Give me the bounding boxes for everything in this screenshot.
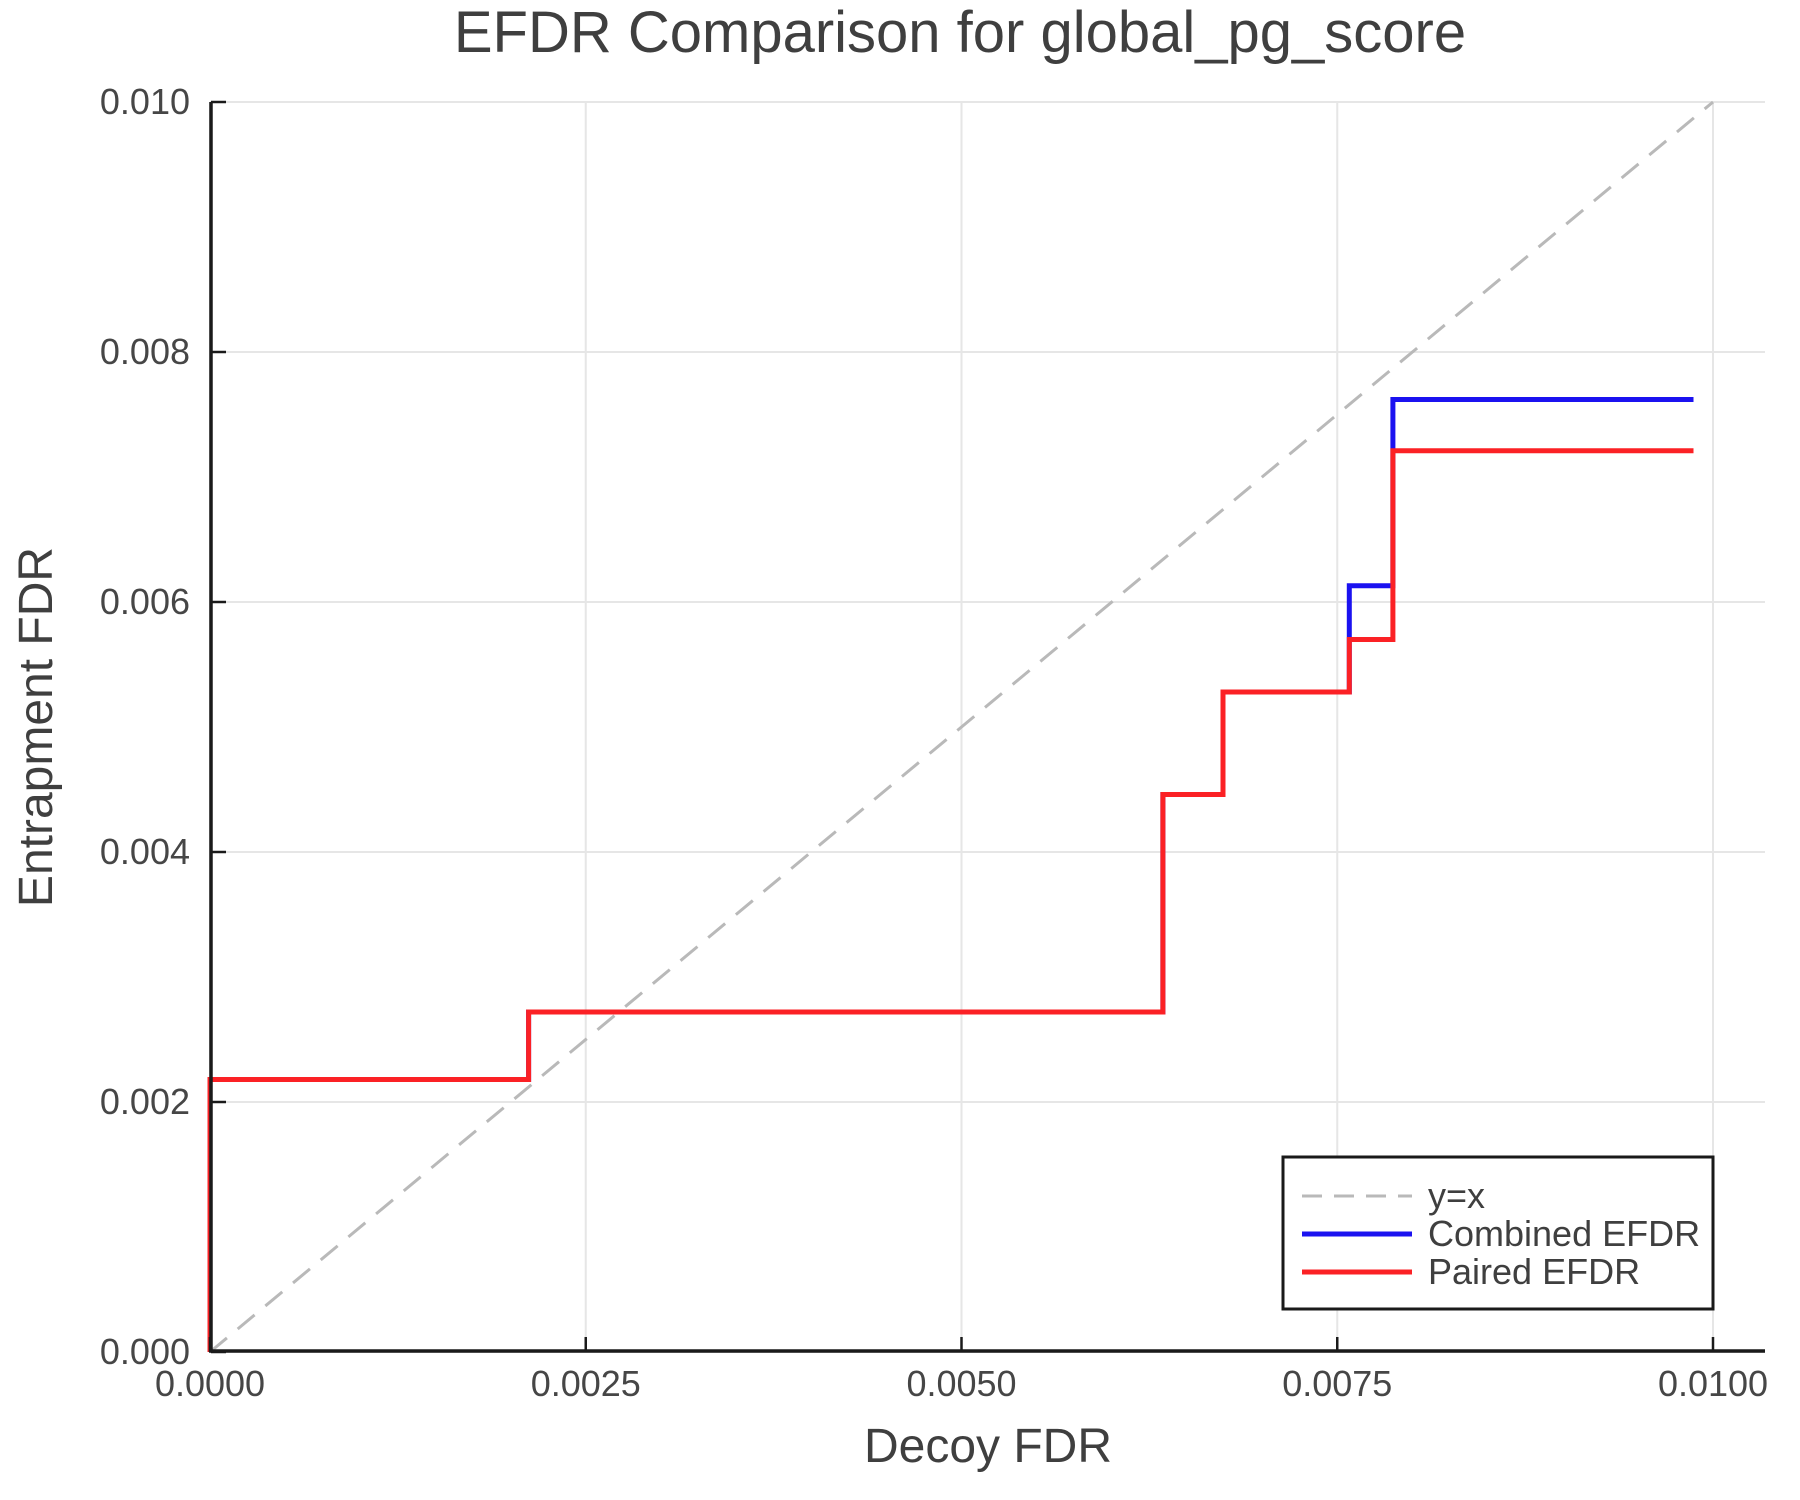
x-tick-label-2: 0.0050 (906, 1363, 1016, 1404)
legend-label-paired: Paired EFDR (1428, 1251, 1640, 1292)
legend: y=x Combined EFDR Paired EFDR (1281, 1155, 1715, 1311)
series-lines (207, 100, 1714, 1354)
y-tick-label-0: 0.000 (100, 1331, 190, 1372)
y-tick-label-2: 0.004 (100, 831, 190, 872)
y-tick-label-3: 0.006 (100, 581, 190, 622)
legend-label-combined: Combined EFDR (1428, 1213, 1700, 1254)
chart-title: EFDR Comparison for global_pg_score (454, 0, 1466, 65)
tick-marks (208, 100, 1715, 1354)
y-axis-label: Entrapment FDR (10, 547, 63, 907)
x-tick-label-0: 0.0000 (155, 1363, 265, 1404)
legend-label-identity: y=x (1428, 1175, 1485, 1216)
paired-efdr-line (207, 448, 1694, 1352)
identity-line (209, 100, 1714, 1354)
y-tick-label-4: 0.008 (100, 331, 190, 372)
x-tick-label-4: 0.0100 (1658, 1363, 1768, 1404)
x-tick-label-3: 0.0075 (1282, 1363, 1392, 1404)
x-axis-label: Decoy FDR (864, 1420, 1112, 1473)
x-tick-labels: 0.0000 0.0025 0.0050 0.0075 0.0100 (155, 1363, 1768, 1404)
plot-background (210, 102, 1765, 1352)
x-tick-label-1: 0.0025 (531, 1363, 641, 1404)
y-tick-label-1: 0.002 (100, 1081, 190, 1122)
y-tick-label-5: 0.010 (100, 81, 190, 122)
axes-spines (209, 102, 1765, 1353)
y-tick-labels: 0.000 0.002 0.004 0.006 0.008 0.010 (100, 81, 190, 1372)
